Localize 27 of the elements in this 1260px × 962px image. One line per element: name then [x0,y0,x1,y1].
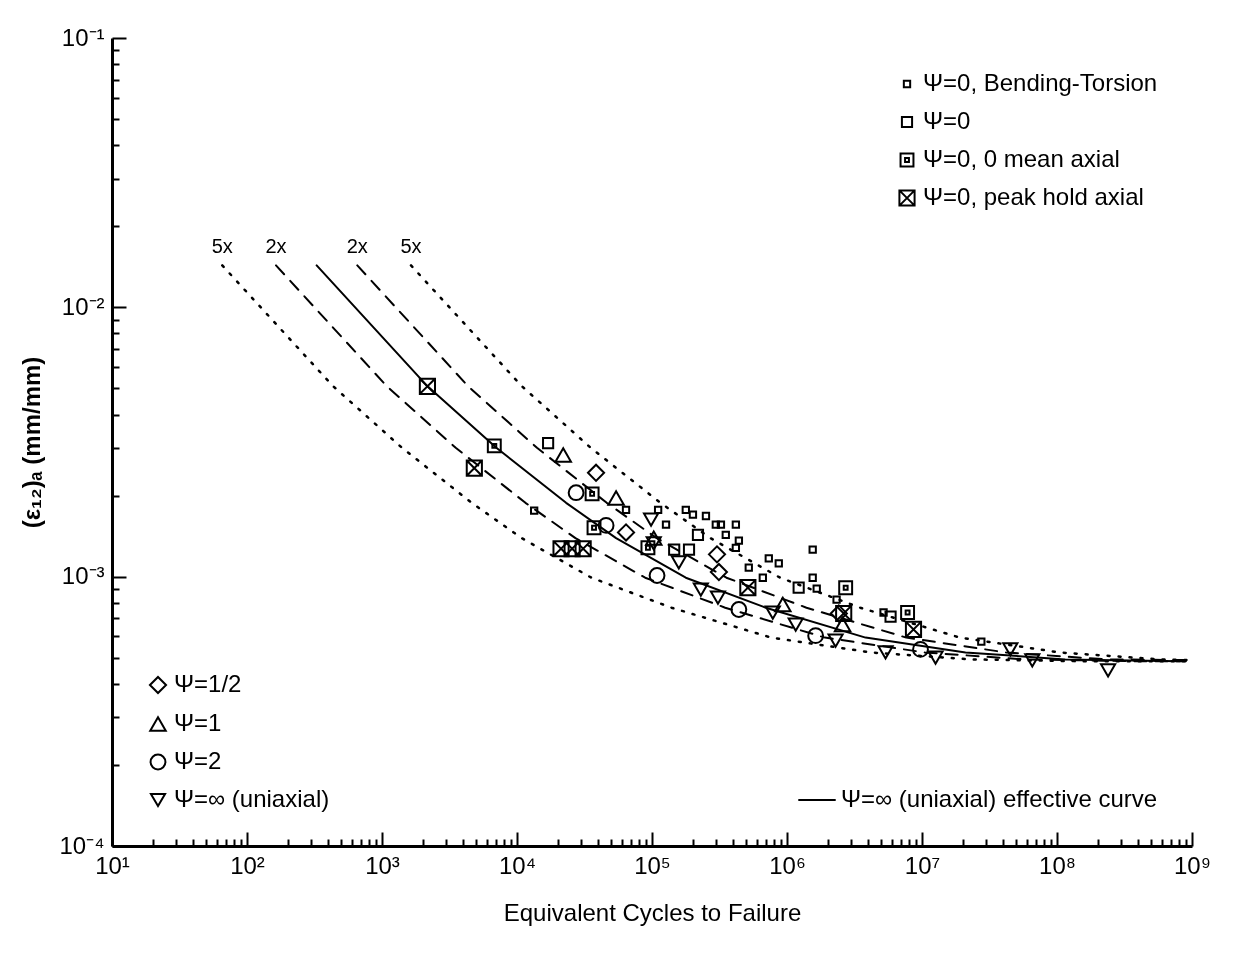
legend-label: Ψ=0, peak hold axial [923,183,1144,210]
x-tick-label: 10⁷ [904,851,941,879]
legend-label: Ψ=1 [174,709,222,736]
legend-label: Ψ=2 [174,747,222,774]
legend-label: Ψ=∞ (uniaxial) [174,785,330,812]
series-label: 2x [265,235,287,258]
x-tick-label: 10⁵ [634,851,671,879]
y-tick-label: 10⁻¹ [61,23,105,51]
y-axis-title: (ε₁₂)ₐ (mm/mm) [18,356,46,529]
x-axis-title: Equivalent Cycles to Failure [503,898,802,926]
series-label: 5x [211,235,233,258]
y-tick-label: 10⁻² [61,292,105,320]
legend-label: Ψ=1/2 [174,670,242,697]
x-tick-label: 10⁴ [498,851,537,879]
x-tick-label: 10⁹ [1174,851,1211,879]
series-label: 5x [400,235,422,258]
legend-label: Ψ=0, Bending-Torsion [923,69,1158,96]
legend-label: Ψ=0 [923,107,971,134]
x-tick-label: 10¹ [95,851,130,879]
y-tick-label: 10⁻³ [61,562,105,590]
legend-label: Ψ=∞ (uniaxial) effective curve [841,785,1158,812]
legend-label: Ψ=0, 0 mean axial [923,145,1120,172]
x-tick-label: 10³ [365,851,400,879]
series-label: 2x [346,235,368,258]
x-tick-label: 10⁸ [1039,851,1076,879]
x-tick-label: 10⁶ [769,851,806,879]
x-tick-label: 10² [230,851,265,879]
